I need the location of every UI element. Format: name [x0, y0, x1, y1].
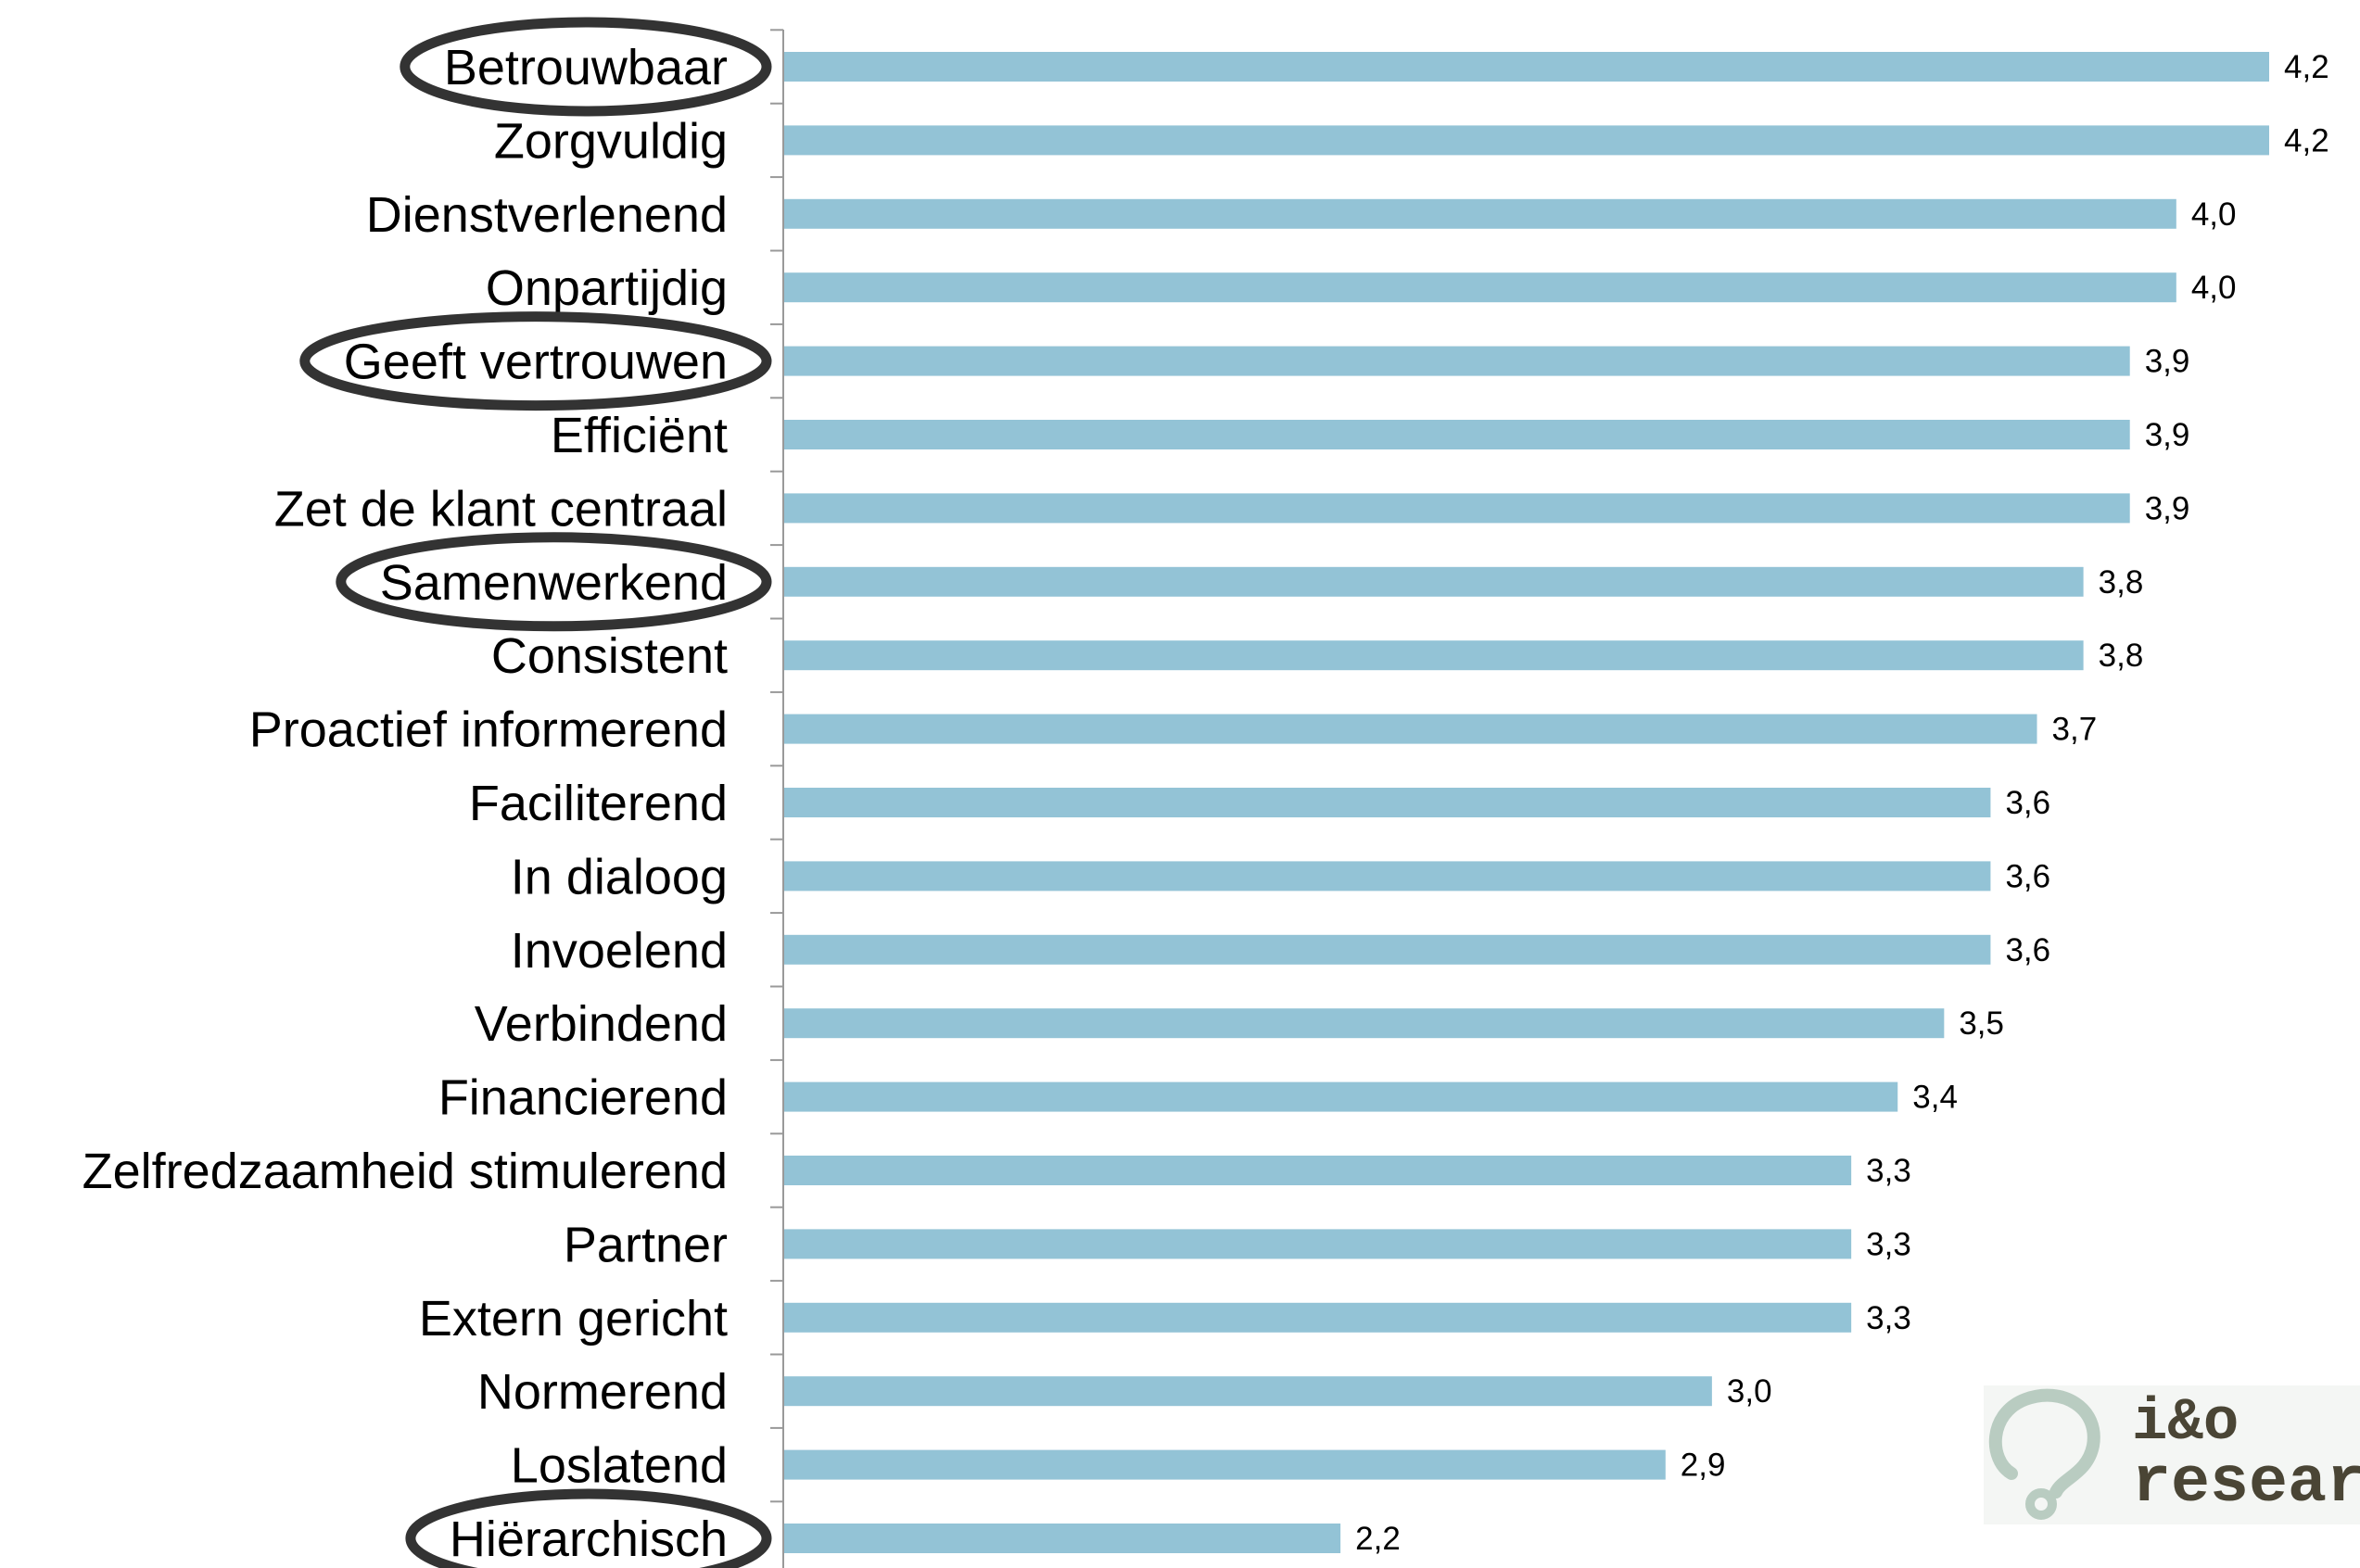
value-label-dienstverlenend: 4,0 [2191, 196, 2237, 233]
category-label-loslatend: Loslatend [511, 1438, 728, 1494]
category-label-zet-de-klant-centraal: Zet de klant centraal [274, 481, 728, 537]
category-label-extern-gericht: Extern gericht [419, 1291, 728, 1347]
logo-line-1: i&o [2132, 1390, 2239, 1457]
bar-invoelend [784, 934, 1991, 965]
bar-normerend [784, 1376, 1712, 1407]
value-label-geeft-vertrouwen: 3,9 [2145, 344, 2190, 380]
value-label-proactief-informerend: 3,7 [2052, 712, 2098, 748]
bar-hierarchisch [784, 1524, 1341, 1553]
category-label-betrouwbaar: Betrouwbaar [444, 40, 728, 95]
category-label-invoelend: Invoelend [511, 923, 728, 979]
value-label-financierend: 3,4 [1912, 1080, 1958, 1116]
value-label-hierarchisch: 2,2 [1355, 1521, 1401, 1557]
value-label-onpartijdig: 4,0 [2191, 270, 2237, 306]
category-label-normerend: Normerend [477, 1364, 728, 1420]
category-label-hierarchisch: Hiërarchisch [450, 1511, 728, 1567]
bar-extern-gericht [784, 1302, 1852, 1333]
bar-zelfredzaamheid-stimulerend [784, 1156, 1852, 1185]
value-label-faciliterend: 3,6 [2005, 785, 2050, 821]
bar-dienstverlenend [784, 198, 2176, 229]
bar-consistent [784, 640, 2084, 671]
bar-efficient [784, 420, 2130, 449]
category-label-consistent: Consistent [491, 628, 728, 684]
category-label-zelfredzaamheid-stimulerend: Zelfredzaamheid stimulerend [82, 1144, 728, 1199]
highlight-circle-geeft-vertrouwen [299, 311, 772, 411]
value-label-verbindend: 3,5 [1959, 1005, 2004, 1042]
category-label-geeft-vertrouwen: Geeft vertrouwen [344, 335, 728, 390]
bar-faciliterend [784, 788, 1991, 817]
category-label-partner: Partner [564, 1217, 728, 1272]
category-label-financierend: Financierend [438, 1070, 728, 1126]
category-label-verbindend: Verbindend [475, 996, 728, 1052]
value-label-efficient: 3,9 [2145, 417, 2190, 453]
bar-proactief-informerend [784, 714, 2037, 744]
bar-geeft-vertrouwen [784, 346, 2130, 376]
bar-partner [784, 1229, 1852, 1259]
logo-line-2: researc [2132, 1448, 2360, 1521]
value-label-betrouwbaar: 4,2 [2284, 49, 2329, 85]
io-research-logo: i&o researc [1984, 1385, 2360, 1524]
value-label-zelfredzaamheid-stimulerend: 3,3 [1866, 1153, 1911, 1189]
value-label-invoelend: 3,6 [2005, 932, 2050, 968]
bar-onpartijdig [784, 272, 2176, 303]
value-label-loslatend: 2,9 [1681, 1448, 1726, 1484]
value-label-zet-de-klant-centraal: 3,9 [2145, 490, 2190, 526]
category-label-faciliterend: Faciliterend [469, 776, 728, 831]
category-label-onpartijdig: Onpartijdig [486, 260, 728, 316]
highlight-circle-samenwerkend [336, 532, 772, 632]
value-label-in-dialoog: 3,6 [2005, 858, 2050, 894]
bar-zorgvuldig [784, 125, 2269, 156]
bar-verbindend [784, 1008, 1945, 1039]
category-label-zorgvuldig: Zorgvuldig [494, 113, 728, 169]
highlight-circle-hierarchisch [405, 1488, 772, 1568]
value-label-consistent: 3,8 [2099, 638, 2144, 674]
category-label-dienstverlenend: Dienstverlenend [366, 187, 728, 243]
question-mark-logo-icon [1988, 1388, 2100, 1520]
category-label-proactief-informerend: Proactief informerend [249, 702, 728, 758]
bar-in-dialoog [784, 861, 1991, 891]
bar-financierend [784, 1081, 1898, 1112]
category-label-samenwerkend: Samenwerkend [380, 555, 728, 611]
bar-samenwerkend [784, 566, 2084, 597]
value-label-samenwerkend: 3,8 [2099, 564, 2144, 601]
highlight-circle-betrouwbaar [400, 17, 772, 117]
value-label-zorgvuldig: 4,2 [2284, 122, 2329, 158]
category-label-efficient: Efficiënt [551, 408, 728, 463]
bar-betrouwbaar [784, 52, 2269, 82]
value-label-extern-gericht: 3,3 [1866, 1300, 1911, 1336]
category-label-in-dialoog: In dialoog [511, 849, 728, 904]
value-label-partner: 3,3 [1866, 1226, 1911, 1262]
bar-zet-de-klant-centraal [784, 493, 2130, 524]
value-label-normerend: 3,0 [1727, 1373, 1772, 1410]
bar-loslatend [784, 1449, 1666, 1480]
logo-text: i&o researc [2132, 1390, 2360, 1521]
